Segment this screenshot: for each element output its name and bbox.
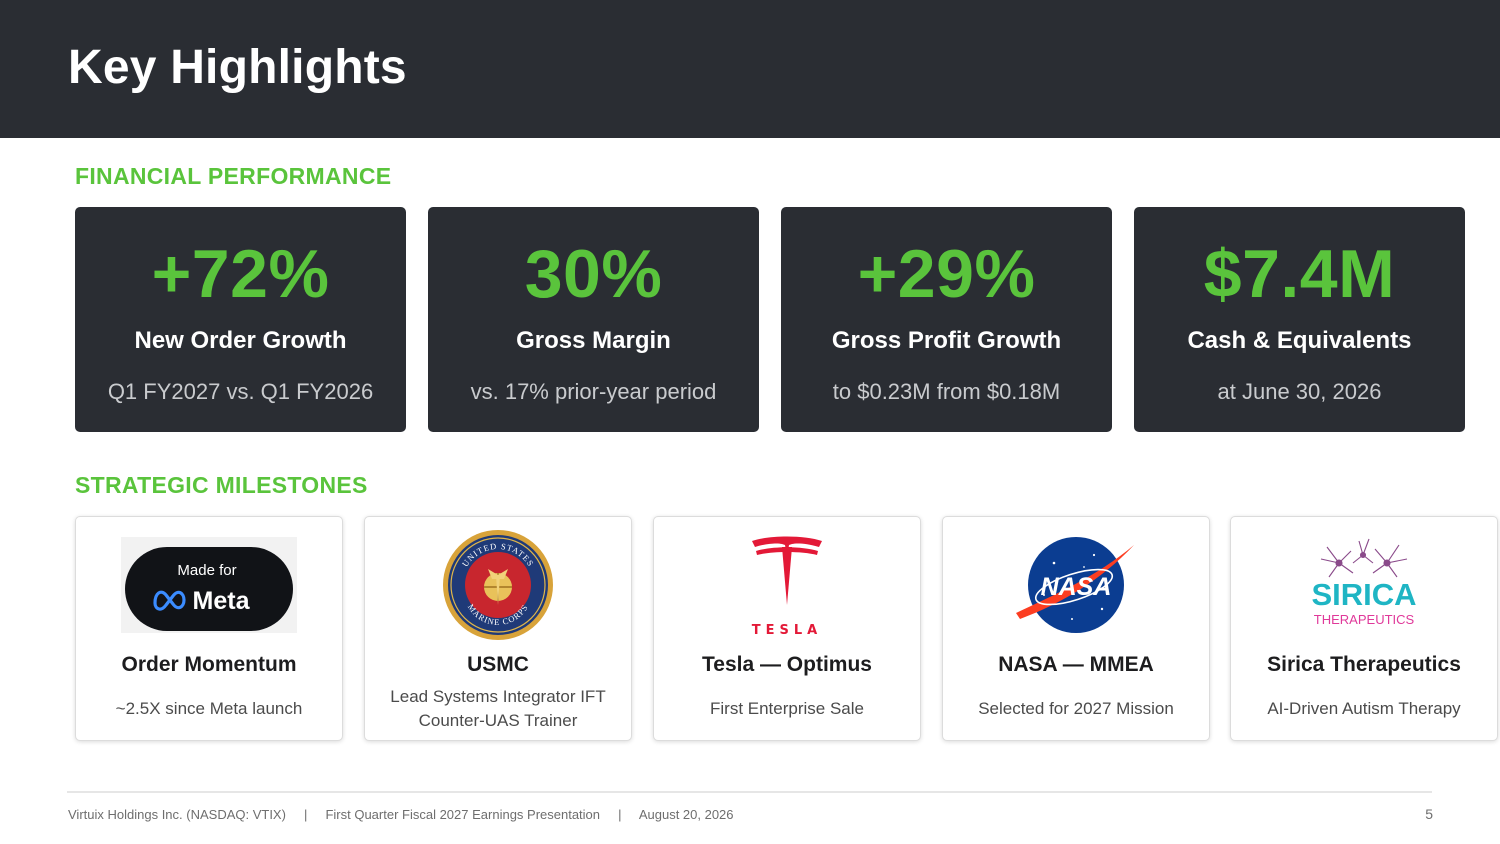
metric-title: New Order Growth [134,327,347,354]
milestone-title: USMC [467,653,529,676]
meta-infinity-logo [153,590,186,611]
usmc-emblem: UNITED STATES MARINE CORPS [365,529,631,641]
milestone-card-usmc: UNITED STATES MARINE CORPS USMC Lead Sys… [364,516,632,741]
footer-date: August 20, 2026 [638,807,734,822]
meta-logo: Made for Meta [76,529,342,641]
milestone-description: Selected for 2027 Mission [978,699,1174,718]
sirica-logo: SIRICA THERAPEUTICS [1231,529,1497,641]
footer-separator: | [618,807,622,822]
metric-value: 30% [524,236,663,312]
metric-card-new-order-growth: +72% New Order Growth Q1 FY2027 vs. Q1 F… [75,207,406,432]
tesla-wordmark: TESLA [752,623,822,637]
tesla-t-logo [752,536,822,605]
milestone-card-nasa: NASA NASA — MMEA Selected for 2027 Missi… [942,516,1210,741]
footer-separator: | [304,807,308,822]
title-bar: Key Highlights [0,0,1500,138]
milestone-title: Sirica Therapeutics [1267,653,1461,676]
metric-subtitle: at June 30, 2026 [1217,379,1382,404]
footer-company: Virtuix Holdings Inc. (NASDAQ: VTIX) [68,807,286,822]
meta-logo-line2: Meta [193,587,251,615]
metric-title: Gross Profit Growth [831,327,1062,354]
metric-card-gross-profit-growth: +29% Gross Profit Growth to $0.23M from … [781,207,1112,432]
sirica-wordmark: SIRICA [1311,577,1416,612]
metric-value: +72% [151,236,330,312]
milestone-description: ~2.5X since Meta launch [115,699,303,718]
neuron-icon [1320,538,1408,578]
milestone-description-line1: Lead Systems Integrator IFT [390,687,606,706]
page-number: 5 [1425,806,1433,822]
footer-presentation: First Quarter Fiscal 2027 Earnings Prese… [325,807,601,822]
metric-value: +29% [857,236,1036,312]
sirica-subwordmark: THERAPEUTICS [1314,612,1415,627]
milestone-description-line2: Counter-UAS Trainer [418,711,578,730]
milestone-title: Order Momentum [121,653,297,676]
strategic-milestones-heading: STRATEGIC MILESTONES [75,472,368,498]
metric-value: $7.4M [1203,236,1396,312]
meta-logo-line1: Made for [177,562,236,579]
milestone-title: Tesla — Optimus [702,653,872,676]
metric-title: Cash & Equivalents [1187,327,1412,354]
metric-title: Gross Margin [516,327,671,354]
tesla-logo: TESLA [654,529,920,641]
milestone-card-meta: Made for Meta Order Momentum ~2.5X since… [75,516,343,741]
metric-subtitle: vs. 17% prior-year period [470,379,717,404]
milestone-card-tesla: TESLA Tesla — Optimus First Enterprise S… [653,516,921,741]
milestone-description: AI-Driven Autism Therapy [1267,699,1461,718]
milestone-description: Lead Systems Integrator IFT Counter-UAS … [375,685,621,733]
financial-performance-heading: FINANCIAL PERFORMANCE [75,163,392,189]
metric-subtitle: Q1 FY2027 vs. Q1 FY2026 [107,379,374,404]
milestone-description: First Enterprise Sale [710,699,864,718]
footer: Virtuix Holdings Inc. (NASDAQ: VTIX) | F… [68,807,734,822]
milestone-card-sirica: SIRICA THERAPEUTICS Sirica Therapeutics … [1230,516,1498,741]
metric-card-cash: $7.4M Cash & Equivalents at June 30, 202… [1134,207,1465,432]
metric-subtitle: to $0.23M from $0.18M [832,379,1061,404]
metric-card-gross-margin: 30% Gross Margin vs. 17% prior-year peri… [428,207,759,432]
footer-divider [67,791,1432,793]
nasa-wordmark: NASA [1041,573,1112,601]
page-title: Key Highlights [68,41,407,94]
nasa-meatball-logo: NASA [943,529,1209,641]
milestone-title: NASA — MMEA [998,653,1154,676]
